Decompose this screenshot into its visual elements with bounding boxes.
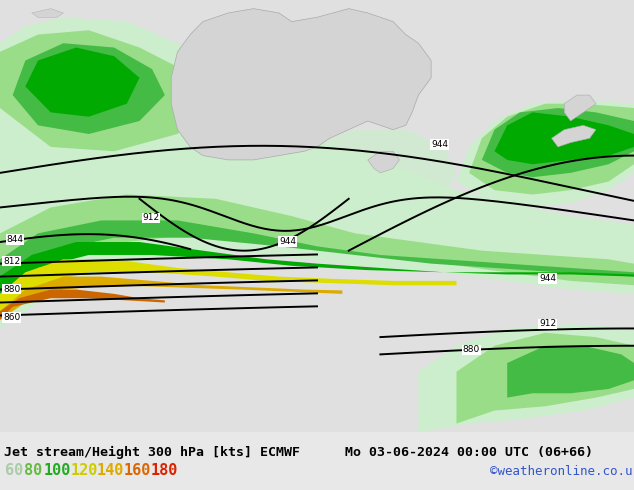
- Polygon shape: [0, 259, 456, 354]
- Text: 880: 880: [3, 285, 20, 294]
- Polygon shape: [32, 9, 63, 17]
- Polygon shape: [456, 99, 634, 207]
- Text: 944: 944: [539, 274, 556, 283]
- Polygon shape: [0, 290, 165, 328]
- Polygon shape: [0, 164, 634, 432]
- Text: 160: 160: [124, 463, 151, 478]
- Text: 844: 844: [6, 235, 23, 244]
- Polygon shape: [456, 333, 634, 423]
- Text: 140: 140: [97, 463, 124, 478]
- Text: 944: 944: [279, 237, 296, 246]
- Text: 60: 60: [5, 463, 23, 478]
- Text: 80: 80: [24, 463, 42, 478]
- Polygon shape: [25, 48, 139, 117]
- Text: 944: 944: [431, 140, 448, 149]
- Polygon shape: [495, 112, 634, 164]
- Text: 880: 880: [463, 345, 480, 354]
- Polygon shape: [0, 30, 209, 151]
- Polygon shape: [13, 43, 165, 134]
- Polygon shape: [0, 276, 342, 337]
- Text: 912: 912: [539, 319, 556, 328]
- Polygon shape: [418, 324, 634, 432]
- Polygon shape: [552, 125, 596, 147]
- Text: ©weatheronline.co.uk: ©weatheronline.co.uk: [490, 465, 634, 478]
- Text: Mo 03-06-2024 00:00 UTC (06+66): Mo 03-06-2024 00:00 UTC (06+66): [345, 446, 593, 459]
- Text: 120: 120: [70, 463, 98, 478]
- Polygon shape: [507, 346, 634, 397]
- Polygon shape: [241, 130, 456, 251]
- Text: 860: 860: [3, 313, 20, 322]
- Text: 912: 912: [143, 214, 160, 222]
- Polygon shape: [368, 151, 399, 173]
- Polygon shape: [0, 0, 634, 432]
- Polygon shape: [0, 86, 634, 229]
- Text: 100: 100: [44, 463, 71, 478]
- Polygon shape: [0, 17, 254, 164]
- Polygon shape: [482, 108, 634, 177]
- Polygon shape: [564, 95, 596, 121]
- Text: Jet stream/Height 300 hPa [kts] ECMWF: Jet stream/Height 300 hPa [kts] ECMWF: [4, 446, 300, 459]
- Text: 180: 180: [150, 463, 178, 478]
- Polygon shape: [0, 220, 634, 389]
- Polygon shape: [0, 242, 634, 372]
- Text: 812: 812: [3, 257, 20, 266]
- Polygon shape: [0, 195, 634, 415]
- Polygon shape: [171, 9, 431, 160]
- Polygon shape: [469, 104, 634, 195]
